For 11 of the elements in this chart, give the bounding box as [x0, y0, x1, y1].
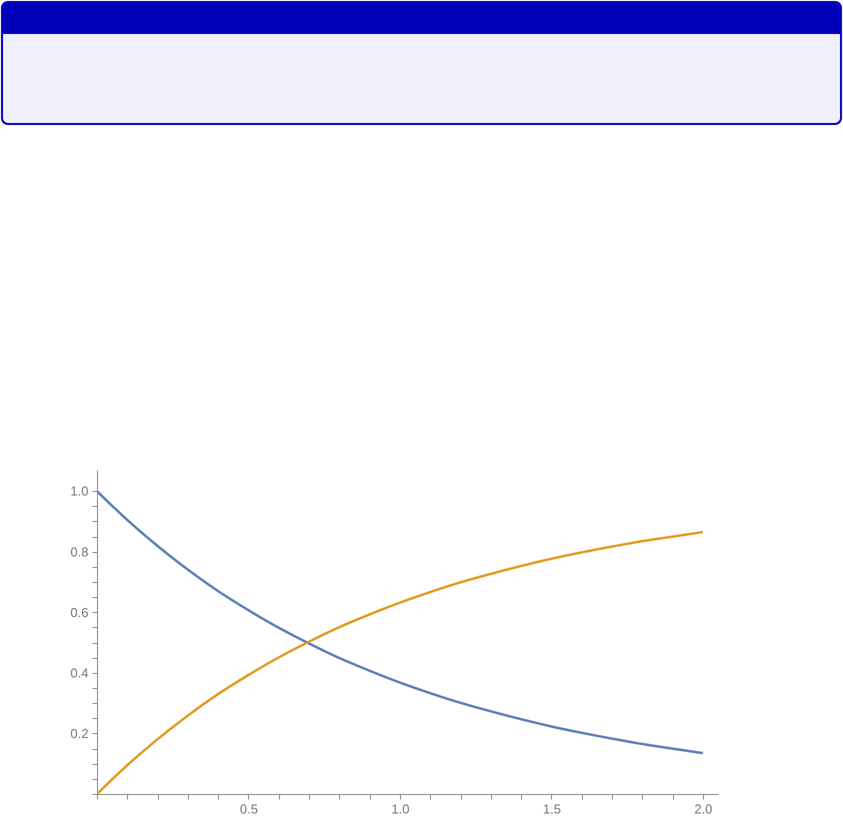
- y-tick-label: 0.6: [70, 604, 88, 620]
- x-tick-label: 0.5: [240, 802, 258, 816]
- y-tick-label: 0.2: [70, 726, 88, 741]
- line-series: [97, 490, 704, 754]
- x-tick-label: 1.5: [542, 802, 561, 816]
- x-tick-label: 2.0: [694, 802, 712, 816]
- x-tick-label: 1.0: [391, 802, 410, 816]
- line-series: [97, 530, 704, 794]
- y-tick-label: 0.8: [70, 544, 88, 560]
- y-tick-label: 1.0: [70, 484, 88, 499]
- y-tick-label: 0.4: [70, 665, 88, 680]
